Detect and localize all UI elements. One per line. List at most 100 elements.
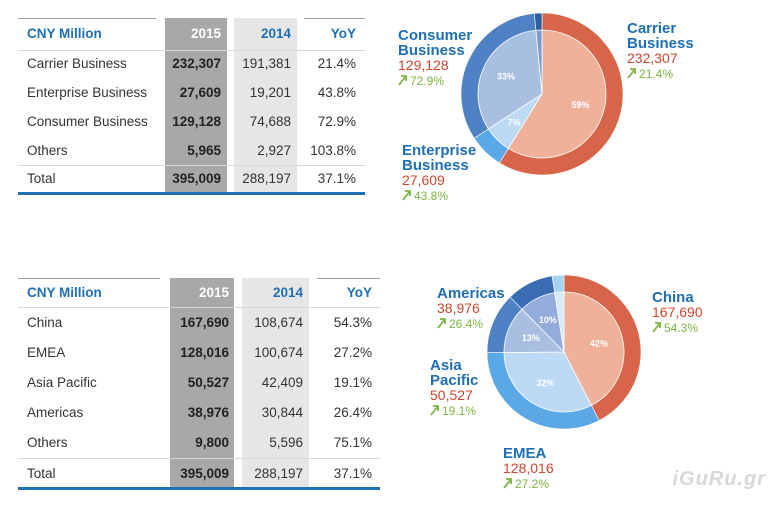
segment-value-label: 167,690 <box>652 304 703 320</box>
row-yoy: 37.1% <box>317 171 356 186</box>
segment-value-label: 128,016 <box>503 460 554 476</box>
pie-slice-consumer-business <box>477 29 543 130</box>
row-name: Others <box>27 143 68 158</box>
row-name: Total <box>27 466 56 481</box>
row-2014: 30,844 <box>261 405 303 420</box>
header-rule <box>18 18 156 19</box>
segment-value-label: 232,307 <box>627 50 678 66</box>
row-name: Carrier Business <box>27 56 127 71</box>
row-2015: 38,976 <box>187 405 229 420</box>
row-yoy: 72.9% <box>317 114 356 129</box>
pie-percent-label: 32% <box>536 378 554 388</box>
segment-value-label: 27,609 <box>402 172 445 188</box>
segment-value-label: 38,976 <box>437 300 480 316</box>
up-arrow-icon <box>430 405 439 416</box>
row-2015: 129,128 <box>172 114 221 129</box>
row-name: Total <box>27 171 56 186</box>
segment-yoy-label: 26.4% <box>449 317 483 331</box>
row-2014: 191,381 <box>242 56 291 71</box>
row-2014: 5,596 <box>269 435 303 450</box>
segment-name-label: China <box>652 289 694 306</box>
segment-name-label: Americas <box>437 285 505 302</box>
row-yoy: 21.4% <box>317 56 356 71</box>
segment-name-label: Business <box>398 42 465 59</box>
header-yoy: YoY <box>346 285 372 300</box>
col-2015-bg <box>165 18 227 194</box>
header-label: CNY Million <box>27 26 102 41</box>
header-label: CNY Million <box>27 285 102 300</box>
row-name: Asia Pacific <box>27 375 97 390</box>
row-name: EMEA <box>27 345 66 360</box>
header-2015: 2015 <box>190 26 221 41</box>
segment-value-label: 129,128 <box>398 57 449 73</box>
row-name: Consumer Business <box>27 114 148 129</box>
row-yoy: 26.4% <box>333 405 372 420</box>
up-arrow-icon <box>627 68 636 79</box>
table-bottom-rule <box>18 192 365 195</box>
up-arrow-icon <box>503 478 512 489</box>
row-yoy: 37.1% <box>333 466 372 481</box>
row-separator <box>18 165 365 166</box>
segment-name-label: Pacific <box>430 372 478 389</box>
row-name: China <box>27 315 63 330</box>
row-2014: 288,197 <box>242 171 291 186</box>
segment-name-label: Business <box>402 157 469 174</box>
col-2014-bg <box>242 278 309 489</box>
pie-slice-others <box>554 291 565 353</box>
segment-name-label: Carrier <box>627 20 676 37</box>
col-2015-bg <box>170 278 234 489</box>
pie-percent-label: 13% <box>522 333 540 343</box>
pie-percent-label: 59% <box>571 100 589 110</box>
segment-name-label: Asia <box>430 357 462 374</box>
row-2014: 74,688 <box>249 114 291 129</box>
pie-percent-label: 42% <box>590 339 608 349</box>
row-name: Others <box>27 435 68 450</box>
pie-percent-label: 33% <box>497 72 515 82</box>
header-2015: 2015 <box>198 285 229 300</box>
up-arrow-icon <box>652 322 661 333</box>
col-2014-bg <box>234 18 297 194</box>
row-2015: 167,690 <box>180 315 229 330</box>
row-separator <box>18 307 380 308</box>
row-2015: 50,527 <box>187 375 229 390</box>
row-yoy: 75.1% <box>333 435 372 450</box>
row-2015: 232,307 <box>172 56 221 71</box>
watermark: iGuRu.gr <box>672 468 766 490</box>
row-yoy: 19.1% <box>333 375 372 390</box>
row-2014: 100,674 <box>254 345 303 360</box>
header-rule <box>18 278 160 279</box>
row-separator <box>18 50 365 51</box>
segment-yoy-label: 43.8% <box>414 189 448 203</box>
segment-yoy-label: 54.3% <box>664 321 698 335</box>
pie-slice-others <box>535 29 543 95</box>
table-bottom-rule <box>18 487 380 490</box>
up-arrow-icon <box>398 75 407 86</box>
header-2014: 2014 <box>272 285 303 300</box>
row-2014: 2,927 <box>257 143 291 158</box>
segment-name-label: EMEA <box>503 445 547 462</box>
up-arrow-icon <box>437 318 446 329</box>
header-rule <box>317 278 380 279</box>
header-rule <box>304 18 365 19</box>
row-2014: 42,409 <box>261 375 303 390</box>
row-2015: 395,009 <box>172 171 221 186</box>
row-2015: 395,009 <box>180 466 229 481</box>
pie-slice-emea <box>503 351 592 413</box>
row-2014: 288,197 <box>254 466 303 481</box>
row-yoy: 27.2% <box>333 345 372 360</box>
row-yoy: 103.8% <box>310 143 356 158</box>
segment-yoy-label: 21.4% <box>639 67 673 81</box>
segment-name-label: Enterprise <box>402 142 476 159</box>
row-name: Enterprise Business <box>27 85 148 100</box>
pie-percent-label: 10% <box>539 315 557 325</box>
segment-name-label: Business <box>627 35 694 52</box>
row-2015: 27,609 <box>179 85 221 100</box>
up-arrow-icon <box>402 190 411 201</box>
pie-percent-label: 7% <box>508 118 521 128</box>
row-2014: 108,674 <box>254 315 303 330</box>
segment-value-label: 50,527 <box>430 387 473 403</box>
segment-yoy-label: 72.9% <box>410 74 444 88</box>
segment-yoy-label: 27.2% <box>515 477 549 491</box>
row-2015: 128,016 <box>180 345 229 360</box>
